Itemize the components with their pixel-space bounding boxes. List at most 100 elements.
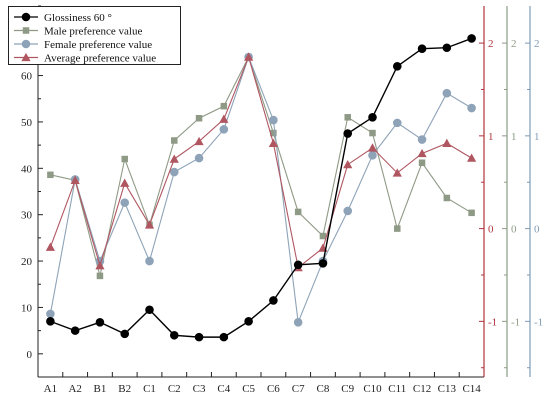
left-axis-tick-label: 50 [21, 117, 33, 129]
x-axis-tick-label: C9 [341, 383, 354, 395]
data-point [169, 154, 179, 163]
left-axis-tick-label: 0 [27, 349, 33, 361]
x-axis-tick-label: C12 [413, 383, 431, 395]
data-point [45, 242, 55, 251]
right-2-axis-tick-label: 1 [511, 131, 517, 143]
series-layer [45, 34, 477, 342]
legend-label: Glossiness 60 ° [44, 12, 112, 24]
right-2-axis-tick-label: -1 [511, 316, 520, 328]
x-axis-tick-label: C7 [292, 383, 305, 395]
series-line [50, 37, 472, 338]
data-point [443, 194, 451, 202]
right-3-axis-tick-label: 2 [534, 38, 540, 50]
series-0 [46, 34, 476, 342]
series-3 [45, 52, 477, 272]
data-point [368, 113, 377, 122]
right-1-axis-tick-label: -1 [488, 316, 497, 328]
data-point [244, 317, 253, 326]
right-2-axis-tick-label: 2 [511, 38, 517, 50]
x-axis-tick-label: C2 [168, 383, 181, 395]
data-point [293, 317, 303, 327]
legend-item: Female preference value [14, 39, 152, 51]
data-point [343, 160, 353, 169]
right-1-axis-tick-label: 1 [488, 131, 494, 143]
data-point [169, 167, 179, 177]
legend-marker [21, 12, 31, 22]
data-point [319, 232, 327, 240]
x-axis-tick-label: C8 [317, 383, 330, 395]
data-point [392, 168, 402, 177]
data-point [121, 155, 128, 163]
legend: Glossiness 60 ° Male preference valueFema… [8, 6, 181, 65]
x-axis-tick-label: A2 [68, 383, 81, 395]
left-axis-tick-label: 10 [21, 302, 33, 314]
data-point [392, 61, 402, 71]
data-point [343, 129, 353, 138]
legend-item: Average preference value [14, 53, 156, 65]
data-point [171, 137, 178, 144]
x-axis-tick-label: C13 [438, 383, 457, 395]
data-point [442, 88, 452, 98]
data-point [194, 332, 204, 342]
data-point [220, 102, 228, 110]
axes-layer: 010203040506070A1A2B1B2C1C2C3C4C5C6C7C8C… [21, 5, 543, 395]
right-3-axis-tick-label: 0 [534, 224, 540, 236]
data-point [369, 129, 376, 137]
data-point [194, 136, 204, 146]
data-point [46, 317, 55, 326]
data-point [46, 309, 55, 319]
data-point [318, 259, 328, 268]
x-axis-tick-label: C6 [267, 383, 280, 395]
right-1-axis-tick-label: 0 [488, 224, 494, 236]
data-point [95, 261, 105, 270]
x-axis-tick-label: B2 [118, 383, 131, 395]
x-axis-tick-label: C10 [363, 383, 382, 395]
data-point [70, 326, 80, 335]
data-point [343, 206, 353, 216]
x-axis-tick-label: C4 [217, 383, 230, 395]
data-point [145, 305, 154, 315]
data-point [392, 118, 402, 128]
x-axis-tick-label: C1 [143, 383, 156, 395]
legend-label: Female preference value [44, 39, 152, 51]
x-axis-tick-label: C11 [388, 383, 406, 395]
legend-item: Male preference value [14, 26, 142, 38]
series-line [50, 55, 472, 277]
data-point [417, 135, 427, 144]
data-point [394, 225, 401, 232]
data-point [194, 153, 204, 163]
x-axis-tick-label: C14 [462, 383, 481, 395]
legend-marker [21, 39, 31, 49]
data-point [244, 52, 254, 61]
legend-item: Glossiness 60 ° [14, 12, 112, 24]
data-point [293, 260, 303, 270]
right-2-axis-tick-label: 0 [511, 224, 517, 236]
legend-marker [22, 27, 30, 34]
x-axis-tick-label: C3 [193, 383, 206, 395]
data-point [96, 272, 104, 280]
data-point [219, 332, 229, 342]
data-point [219, 125, 229, 134]
data-point [270, 129, 277, 137]
data-point [269, 115, 278, 125]
left-axis-tick-label: 30 [21, 210, 33, 222]
data-point [47, 171, 54, 179]
data-point [468, 209, 475, 217]
data-point [169, 330, 179, 340]
data-point [467, 103, 476, 113]
data-point [417, 148, 427, 158]
series-2 [46, 52, 476, 327]
data-point [268, 138, 278, 147]
data-point [269, 296, 278, 305]
data-point [95, 317, 105, 327]
left-axis-tick-label: 20 [21, 256, 33, 268]
right-3-axis-tick-label: -1 [534, 316, 543, 328]
legend-label: Average preference value [44, 53, 156, 65]
x-axis-tick-label: B1 [94, 383, 107, 395]
data-point [442, 43, 452, 53]
data-point [368, 151, 377, 160]
data-point [120, 178, 130, 187]
data-point [145, 256, 154, 266]
data-point [442, 138, 452, 147]
